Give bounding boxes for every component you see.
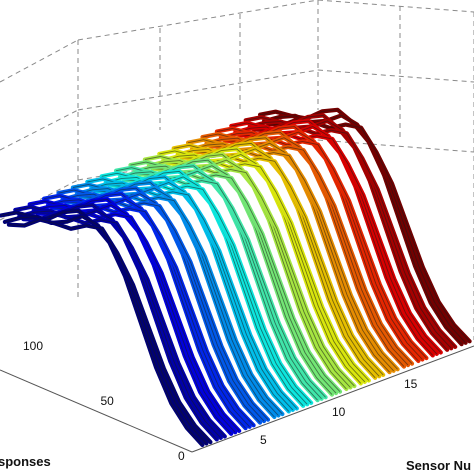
y-tick-label: 50 — [101, 394, 115, 408]
floor-edge-right — [191, 345, 474, 453]
series-line-edge — [8, 219, 211, 443]
series-line-edge — [15, 204, 218, 440]
series-line-edge — [0, 210, 203, 446]
grid-line — [317, 0, 474, 13]
grid-line — [77, 69, 319, 111]
grid-line — [0, 39, 79, 83]
y-axis-label: sponses — [0, 454, 51, 469]
x-tick-label: 15 — [404, 377, 418, 391]
grid-line — [317, 69, 474, 83]
series-line — [13, 202, 219, 442]
tick-layer: 5 10 15 0 50 100 — [23, 339, 418, 463]
x-tick-label: 5 — [260, 433, 267, 447]
series-line — [0, 208, 205, 448]
grid-line — [0, 109, 79, 151]
x-tick-label: 10 — [332, 405, 346, 419]
grid-line — [317, 139, 474, 153]
grid-line — [77, 0, 319, 41]
x-axis-label: Sensor Nu — [406, 458, 471, 473]
series-line — [27, 197, 234, 436]
y-tick-label: 0 — [178, 449, 185, 463]
y-tick-label: 100 — [23, 339, 43, 353]
floor-edge-left — [0, 369, 193, 453]
grid-line — [0, 179, 79, 221]
series-line-edge — [29, 198, 232, 435]
series-layer — [0, 107, 472, 448]
